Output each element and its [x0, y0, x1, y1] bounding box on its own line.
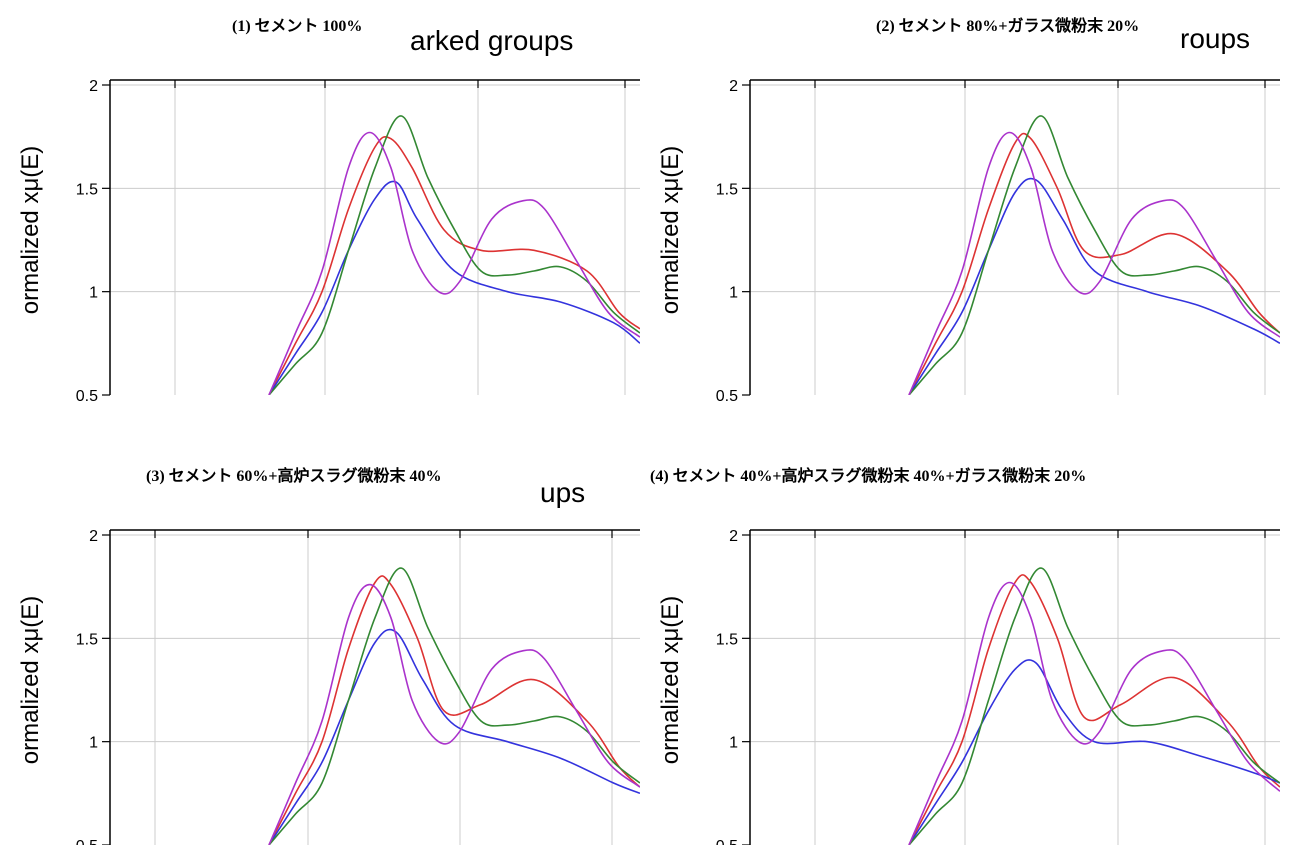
series-line-3 [908, 581, 1280, 845]
series-line-3 [268, 583, 640, 845]
y-tick-label: 2 [89, 78, 98, 95]
chart-svg: 2 1.5 1 0.5 ormalized xμ(E) roups [657, 23, 1280, 405]
y-tick-label: 2 [729, 78, 738, 95]
y-tick-label: 2 [729, 528, 738, 545]
panel-caption: (4) セメント 40%+高炉スラグ微粉末 40%+ガラス微粉末 20% [650, 468, 1087, 485]
series-line-1 [908, 177, 1280, 395]
y-tick-label: 0.5 [716, 838, 738, 845]
y-tick-label: 1 [89, 285, 98, 302]
panel-caption: (2) セメント 80%+ガラス微粉末 20% [876, 18, 1140, 35]
series-line-1 [268, 628, 640, 845]
series-line-1 [268, 180, 640, 395]
series-line-2 [268, 567, 640, 845]
y-axis-label: ormalized xμ(E) [657, 596, 684, 765]
grid [750, 80, 1280, 395]
chart-svg: 2 1.5 1 0.5 ormalized xμ(E) ups [17, 477, 640, 845]
series-line-2 [908, 115, 1280, 395]
y-tick-label: 0.5 [716, 388, 738, 405]
y-tick-label: 1.5 [716, 181, 738, 198]
panel-1: 2 1.5 1 0.5 ormalized xμ(E) arked groups (1) … [0, 0, 640, 405]
panel-2: 2 1.5 1 0.5 ormalized xμ(E) roups (2) セメント 80… [640, 0, 1280, 405]
y-axis-label: ormalized xμ(E) [657, 146, 684, 315]
y-tick-label: 1 [89, 735, 98, 752]
title-fragment: roups [1180, 23, 1250, 54]
y-axis-label: ormalized xμ(E) [17, 596, 44, 765]
chart-svg: 2 1.5 1 0.5 ormalized xμ(E) [657, 528, 1280, 845]
y-tick-label: 1 [729, 735, 738, 752]
y-tick-label: 2 [89, 528, 98, 545]
series-line-3 [908, 131, 1280, 395]
y-tick-label: 1 [729, 285, 738, 302]
title-fragment: arked groups [410, 25, 573, 56]
series-group [268, 115, 640, 395]
panel-3: 2 1.5 1 0.5 ormalized xμ(E) ups (3) セメント 60%+… [0, 450, 640, 845]
panel-caption: (3) セメント 60%+高炉スラグ微粉末 40% [146, 468, 442, 485]
y-tick-label: 1.5 [716, 631, 738, 648]
series-line-0 [908, 132, 1280, 395]
y-tick-label: 1.5 [76, 631, 98, 648]
y-tick-label: 0.5 [76, 388, 98, 405]
series-line-1 [908, 659, 1280, 845]
series-line-0 [268, 575, 640, 845]
grid [750, 530, 1280, 845]
chart-svg: 2 1.5 1 0.5 ormalized xμ(E) arked groups [17, 25, 640, 405]
grid [110, 530, 640, 845]
y-tick-label: 0.5 [76, 838, 98, 845]
series-line-3 [268, 131, 640, 395]
series-line-2 [908, 567, 1280, 845]
y-axis-label: ormalized xμ(E) [17, 146, 44, 315]
panel-caption: (1) セメント 100% [232, 18, 363, 35]
series-line-0 [908, 574, 1280, 845]
series-line-2 [268, 115, 640, 395]
y-tick-label: 1.5 [76, 181, 98, 198]
series-line-0 [268, 135, 640, 395]
title-fragment: ups [540, 477, 585, 508]
panel-4: 2 1.5 1 0.5 ormalized xμ(E) (4) セメント 40%+高炉ス… [640, 450, 1280, 845]
series-group [908, 115, 1280, 395]
grid [110, 80, 640, 395]
series-group [908, 567, 1280, 845]
series-group [268, 567, 640, 845]
